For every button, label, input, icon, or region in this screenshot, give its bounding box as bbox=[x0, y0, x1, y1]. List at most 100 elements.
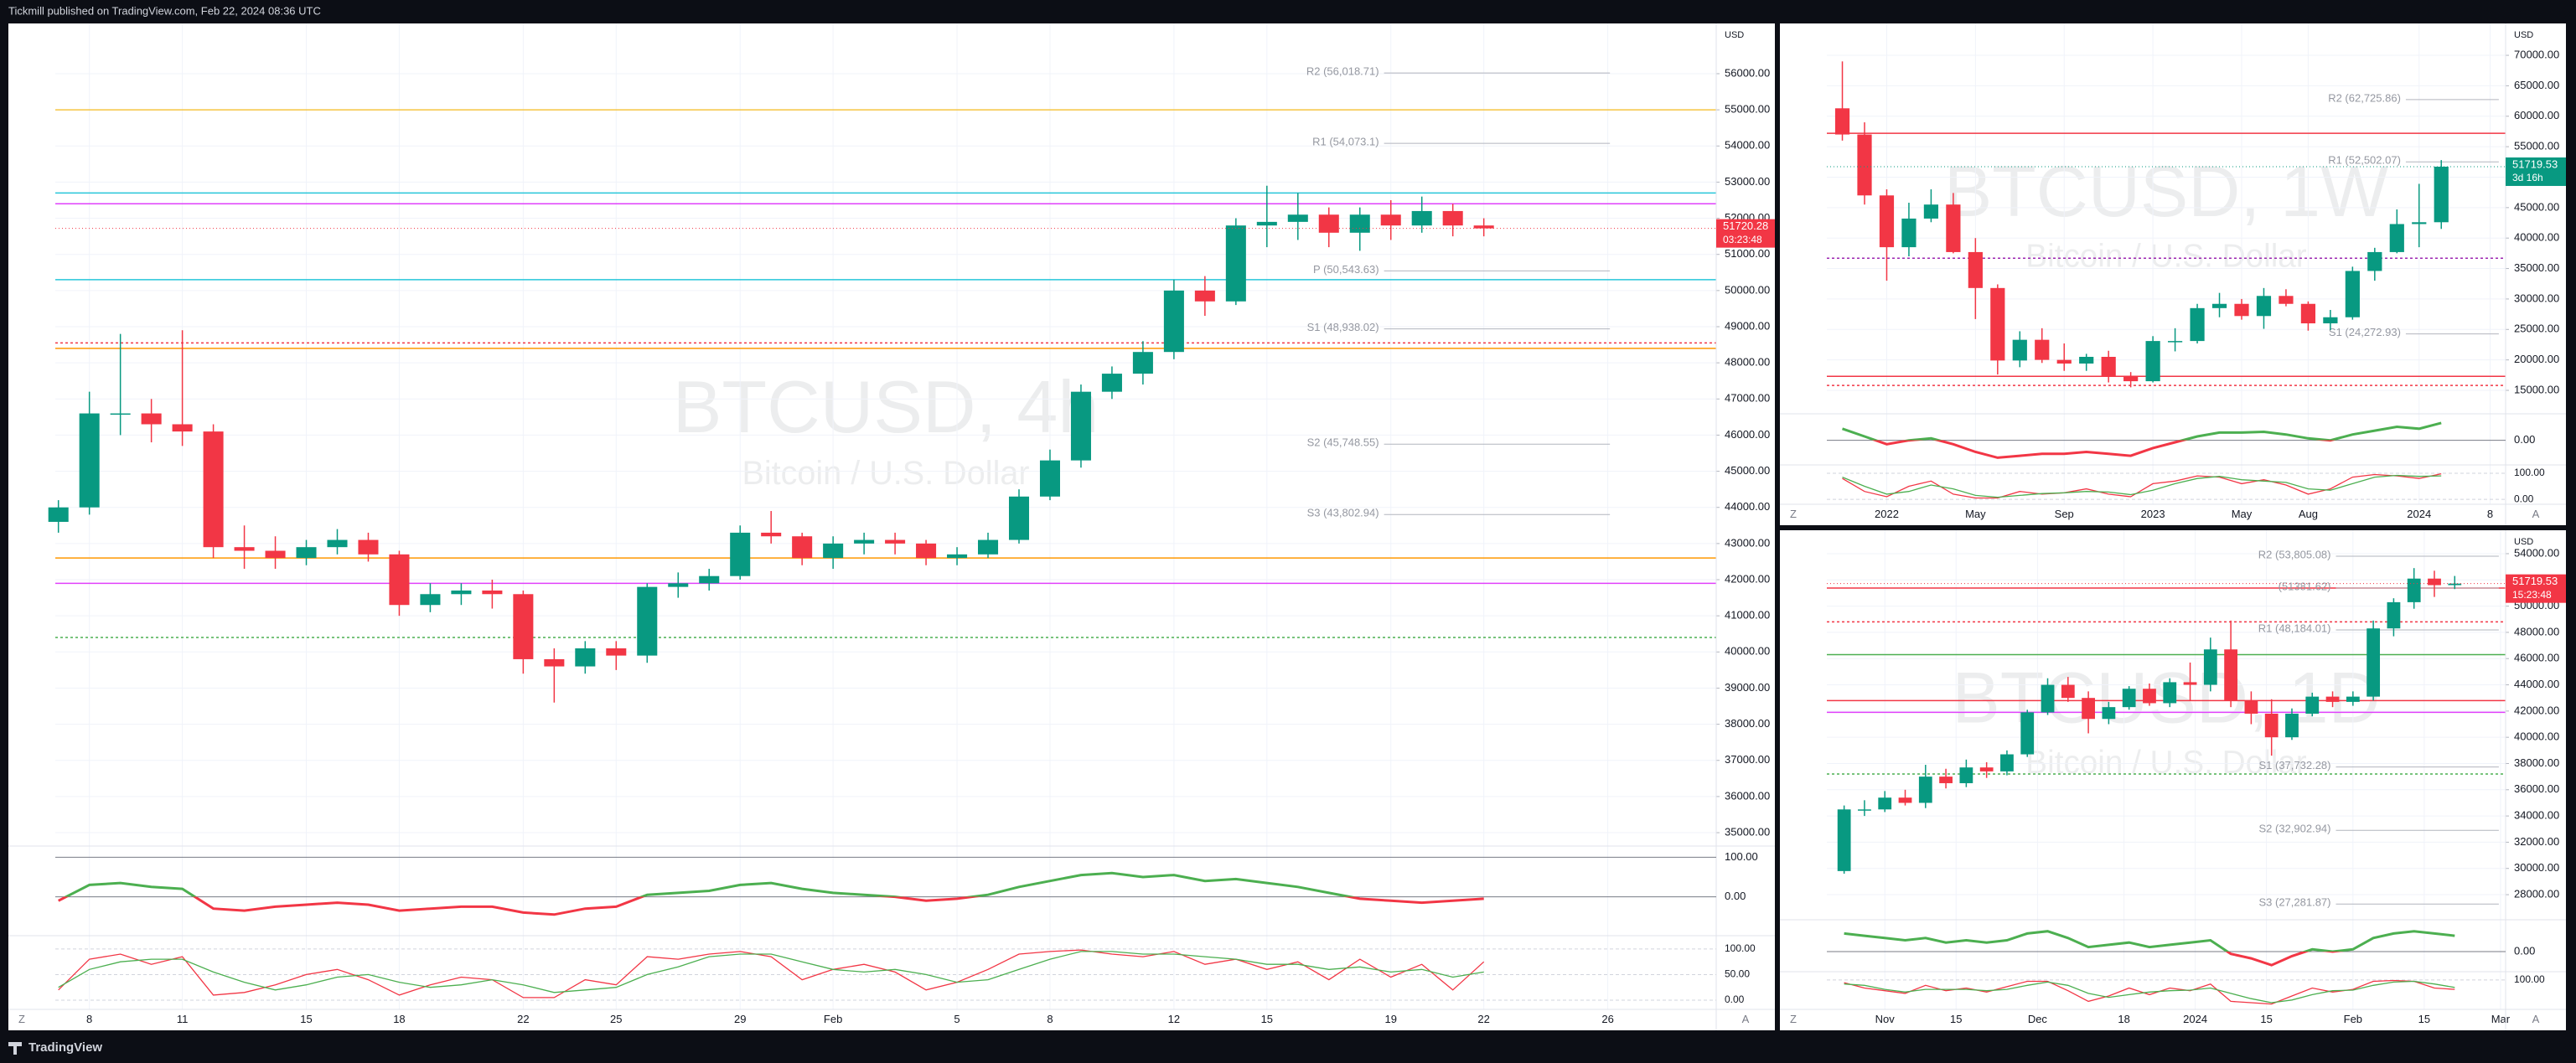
candle-body bbox=[606, 648, 627, 656]
candle-body bbox=[1318, 214, 1339, 233]
countdown-label: 3d 16h bbox=[2512, 172, 2543, 183]
candle-body bbox=[761, 532, 782, 537]
candle-body bbox=[296, 547, 317, 559]
scale-button[interactable]: Z bbox=[1790, 508, 1797, 520]
y-tick-label: 44000.00 bbox=[2514, 678, 2559, 690]
candle-body bbox=[730, 532, 751, 576]
candle-body bbox=[2305, 696, 2320, 714]
candle-body bbox=[1194, 290, 1215, 302]
candle-body bbox=[2256, 296, 2272, 317]
x-tick-label: May bbox=[2232, 508, 2253, 520]
candle-body bbox=[1901, 218, 1916, 248]
x-tick-label: 18 bbox=[393, 1013, 405, 1025]
y-tick-label: 100.00 bbox=[2514, 467, 2545, 478]
candle-body bbox=[2407, 578, 2421, 602]
candle-body bbox=[575, 648, 596, 667]
panel-background bbox=[8, 23, 1775, 1030]
y-tick-label: 40000.00 bbox=[1725, 645, 1770, 658]
y-tick-label: 35000.00 bbox=[1725, 825, 1770, 838]
x-tick-label: Feb bbox=[2344, 1013, 2362, 1025]
candle-body bbox=[1225, 225, 1246, 302]
y-tick-label: 35000.00 bbox=[2514, 261, 2559, 274]
y-tick-label: 45000.00 bbox=[1725, 464, 1770, 477]
y-tick-label: 36000.00 bbox=[1725, 789, 1770, 802]
scale-button[interactable]: Z bbox=[1790, 1013, 1797, 1025]
candle-body bbox=[1380, 214, 1401, 226]
candle-body bbox=[2387, 601, 2401, 629]
candle-body bbox=[1442, 210, 1463, 226]
x-tick-label: 15 bbox=[300, 1013, 312, 1025]
chart-panel: BTCUSD, 1W Bitcoin / U.S. Dollar 15000.00 2… bbox=[1780, 23, 2566, 525]
y-tick-label: 100.00 bbox=[1725, 850, 1758, 863]
y-tick-label: 42000.00 bbox=[2514, 704, 2559, 716]
x-tick-label: 5 bbox=[954, 1013, 960, 1025]
candle-body bbox=[1101, 374, 1122, 392]
candle-body bbox=[2211, 303, 2227, 308]
stochastic-line bbox=[1844, 980, 2455, 1004]
panel-background bbox=[1780, 530, 2566, 1030]
y-tick-label: 41000.00 bbox=[1725, 609, 1770, 622]
candle-body bbox=[2389, 224, 2404, 252]
candle-body bbox=[916, 543, 937, 559]
candle-body bbox=[110, 413, 131, 415]
x-tick-label: 2023 bbox=[2141, 508, 2165, 520]
x-tick-label: 8 bbox=[1047, 1013, 1053, 1025]
candle-body bbox=[2020, 712, 2035, 755]
candle-body bbox=[978, 539, 999, 555]
candle-body bbox=[1898, 797, 1912, 803]
y-tick-label: 100.00 bbox=[1725, 942, 1756, 954]
candle-body bbox=[2145, 341, 2160, 382]
candle-body bbox=[1858, 809, 1871, 811]
y-tick-label: 0.00 bbox=[2514, 493, 2534, 504]
x-tick-label: 18 bbox=[2118, 1013, 2129, 1025]
pivot-label: R2 (56,018.71) bbox=[1306, 65, 1379, 78]
scale-button[interactable]: Z bbox=[18, 1013, 25, 1025]
candle-body bbox=[2244, 700, 2258, 714]
x-tick-label: 2024 bbox=[2407, 508, 2431, 520]
y-tick-label: 46000.00 bbox=[1725, 428, 1770, 441]
y-tick-label: 39000.00 bbox=[1725, 681, 1770, 694]
x-tick-label: May bbox=[1965, 508, 1986, 520]
candle-body bbox=[2190, 307, 2205, 342]
footer-logo[interactable]: TradingView bbox=[28, 1040, 102, 1055]
scale-button[interactable]: A bbox=[2532, 508, 2540, 520]
y-tick-label: 54000.00 bbox=[1725, 139, 1770, 152]
candle-body bbox=[2325, 696, 2340, 702]
candle-body bbox=[792, 536, 813, 559]
watermark-title: BTCUSD, 4h bbox=[673, 365, 1099, 448]
last-price-tag bbox=[2506, 157, 2566, 186]
candle-body bbox=[2367, 628, 2381, 697]
candle-body bbox=[2367, 251, 2382, 271]
candle-body bbox=[2061, 684, 2075, 699]
candle-body bbox=[2041, 684, 2055, 713]
y-tick-label: 28000.00 bbox=[2514, 887, 2559, 900]
candle-body bbox=[2346, 696, 2360, 702]
candle-body bbox=[2012, 339, 2027, 361]
y-tick-label: 37000.00 bbox=[1725, 753, 1770, 766]
y-tick-label: 0.00 bbox=[2514, 944, 2535, 957]
candle-body bbox=[699, 575, 720, 584]
candle-body bbox=[2102, 707, 2116, 720]
y-tick-label: 55000.00 bbox=[2514, 140, 2559, 152]
x-tick-label: Nov bbox=[1875, 1013, 1896, 1025]
scale-button[interactable]: A bbox=[1742, 1013, 1750, 1025]
candle-body bbox=[1349, 214, 1370, 233]
y-tick-label: 45000.00 bbox=[2514, 200, 2559, 213]
candle-body bbox=[358, 539, 379, 555]
momentum-line bbox=[1842, 421, 2442, 459]
candle-body bbox=[1132, 352, 1153, 374]
y-tick-label: 70000.00 bbox=[2514, 48, 2559, 60]
logo-icon bbox=[8, 1042, 22, 1055]
y-tick-label: 15000.00 bbox=[2514, 383, 2559, 395]
candle-body bbox=[1939, 777, 1953, 783]
y-tick-label: 65000.00 bbox=[2514, 79, 2559, 91]
candle-body bbox=[2323, 317, 2338, 324]
candle-body bbox=[2122, 689, 2136, 708]
candle-body bbox=[1411, 210, 1432, 226]
candle-body bbox=[2448, 583, 2462, 586]
scale-button[interactable]: A bbox=[2532, 1013, 2540, 1025]
y-tick-label: 47000.00 bbox=[1725, 392, 1770, 405]
